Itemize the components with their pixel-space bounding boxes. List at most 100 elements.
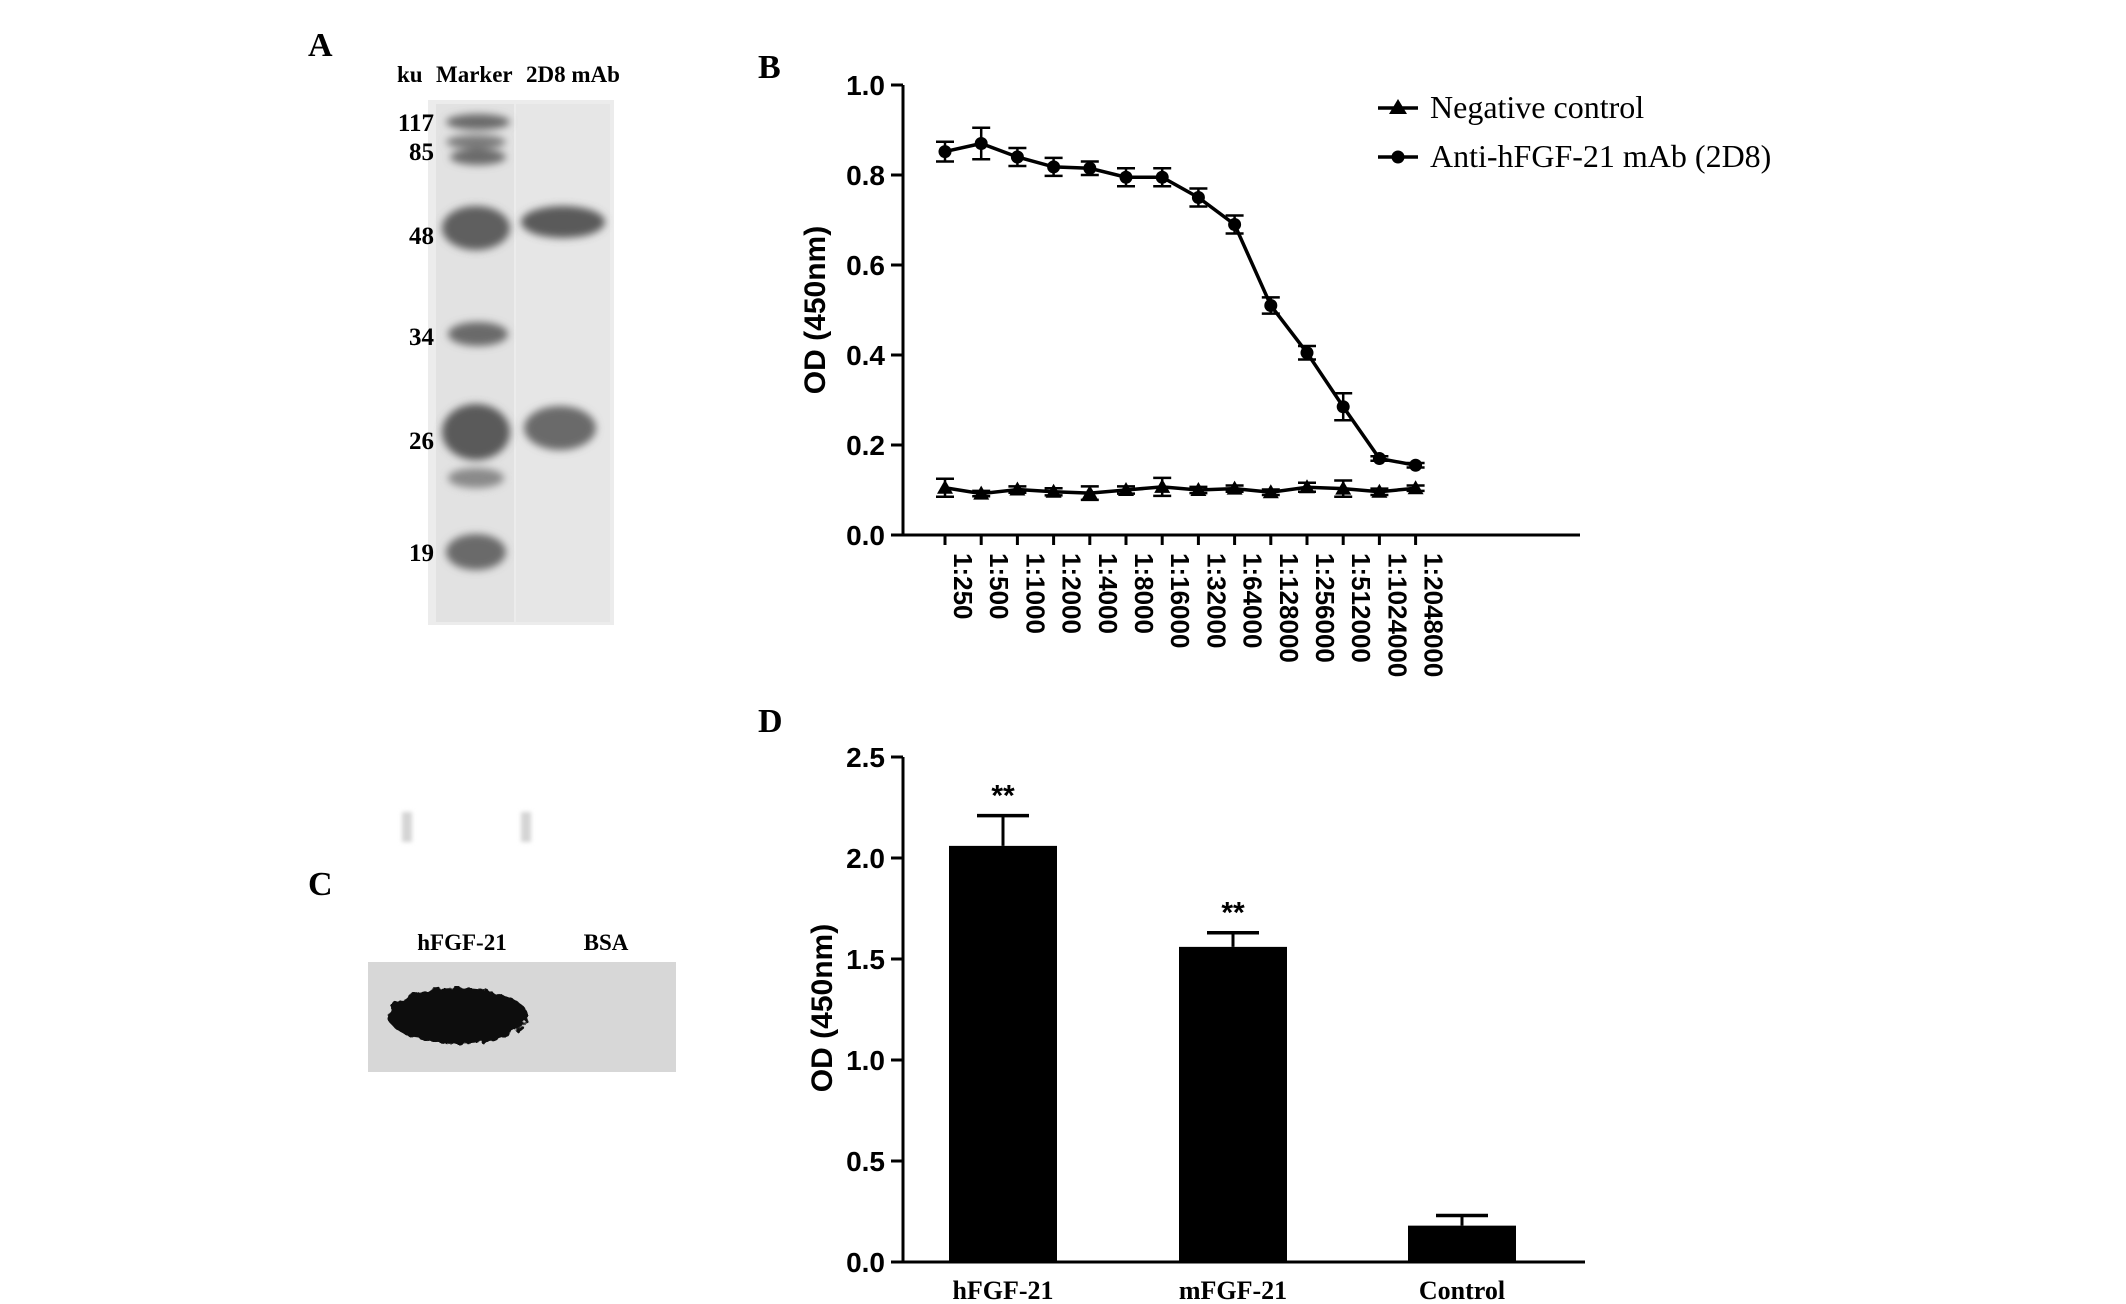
chart-d-x-tick-label: mFGF-21 [1179,1276,1287,1304]
marker-band-22 [448,468,504,488]
marker-band-26 [442,404,510,460]
chart-b-x-tick-label: 1:250 [948,553,978,620]
marker-size-label: 48 [409,223,434,250]
chart-b-point-triangle [1081,485,1098,500]
chart-b-x-tick-label: 1:256000 [1310,553,1340,663]
chart-b-point-circle [974,137,988,150]
chart-b-y-tick-label: 0.0 [846,520,885,551]
marker-size-labels: 117 85 48 34 26 19 [398,110,435,567]
chart-d-y-tick-label: 1.5 [846,944,885,975]
chart-b-legend-triangle [1389,99,1407,114]
panel-a-letter: A [308,27,333,64]
panel-a: A ku Marker 2D8 mAb 117 85 48 34 26 19 [308,27,620,842]
chart-b-series-line [944,485,1416,496]
chart-d-y-tick-label: 0.5 [846,1146,885,1177]
chart-b-x-tick-label: 1:128000 [1274,553,1304,663]
blot-band-hfgf21 [388,988,528,1044]
chart-d-y-tick-label: 0.0 [846,1247,885,1278]
chart-d-significance-label: ** [991,780,1015,813]
chart-b-plot: 0.00.20.40.60.81.0OD (450nm)1:250 1:500 1:… [799,70,1771,677]
gel-header-sample: 2D8 mAb [526,62,620,87]
chart-b-x-tick-label: 1:32000 [1201,553,1231,648]
chart-b-legend-circle [1391,150,1405,164]
chart-b-point-triangle [1226,480,1243,495]
marker-band-34 [448,322,508,346]
marker-size-label: 19 [409,540,434,567]
chart-d-y-tick-label: 2.0 [846,843,885,874]
gel-header-unit: ku [397,62,423,87]
chart-d-bar [949,845,1057,1262]
scan-artifact [521,812,531,842]
chart-b-point-triangle [1335,480,1352,495]
chart-b-point-triangle [973,485,990,500]
chart-b-y-tick-label: 1.0 [846,70,885,101]
chart-d-plot: 0.0 0.5 1.0 1.5 2.0 2.5 OD (450nm) ** hFGF-21 ** m… [806,742,1585,1304]
chart-b-point-circle [1010,150,1024,164]
chart-b-point-triangle [1154,478,1171,493]
chart-b-point-circle [1409,458,1423,472]
chart-b-point-circle [1119,170,1133,184]
panel-b: B 0.0 0.2 0.4 0.6 0.8 1.0 OD (450nm) 1:250 1:500… [758,49,1771,677]
gel-header-marker: Marker [436,62,513,87]
panel-b-letter: B [758,49,781,86]
chart-b-x-tick-label: 1:2048000 [1419,553,1449,677]
sample-band-heavy-chain [521,206,605,238]
chart-b-y-tick-label: 0.4 [846,340,885,371]
panel-c-letter: C [308,866,333,903]
chart-b-point-circle [1300,346,1314,360]
chart-b-point-circle [1228,218,1242,231]
chart-b-point-triangle [937,479,953,494]
chart-b-x-tick-label: 1:1024000 [1382,553,1412,677]
chart-b-point-circle [1155,170,1169,184]
chart-b-point-triangle [1190,482,1207,496]
chart-b-x-tick-label: 1:64000 [1238,553,1268,648]
chart-d-bar [1408,1225,1516,1262]
chart-d-bar [1179,946,1287,1262]
chart-b-y-tick-label: 0.2 [846,430,885,461]
gel-lane-sample [516,104,610,622]
chart-b-legend-label: Negative control [1430,89,1644,125]
chart-d-significance-label: ** [1221,897,1245,930]
chart-b-point-triangle [1045,483,1062,498]
marker-band-48 [442,206,510,250]
chart-b-point-triangle [1262,484,1279,499]
chart-b-y-tick-label: 0.6 [846,250,885,281]
marker-band-85a [446,135,506,149]
chart-b-point-triangle [1407,480,1424,495]
chart-b-point-circle [1372,452,1386,465]
blot-lane-label: hFGF-21 [417,930,506,955]
marker-size-label: 85 [409,139,434,166]
panel-d: D 0.0 0.5 1.0 1.5 2.0 2.5 OD (450nm) ** hFGF-21 *… [758,703,1585,1304]
chart-b-point-circle [1336,400,1350,414]
chart-b-point-triangle [1118,482,1134,496]
chart-b-point-triangle [1371,483,1388,498]
panel-d-letter: D [758,703,783,740]
marker-band-117 [446,114,510,130]
chart-b-point-triangle [1009,481,1026,496]
chart-d-x-tick-label: hFGF-21 [952,1276,1053,1304]
chart-b-point-triangle [1299,479,1315,494]
sample-band-light-chain [524,406,596,450]
chart-b-x-tick-label: 1:8000 [1129,553,1159,634]
marker-bands [442,114,510,570]
panel-c: C hFGF-21 BSA [308,866,676,1072]
chart-b-x-tick-label: 1:512000 [1346,553,1376,663]
chart-b-legend-label: Anti-hFGF-21 mAb (2D8) [1430,138,1771,174]
chart-b-point-circle [1047,160,1061,174]
marker-size-label: 117 [398,110,434,137]
chart-d-y-tick-label: 2.5 [846,742,885,773]
chart-b-point-circle [1264,299,1278,312]
sample-bands [521,206,605,450]
chart-b-point-circle [1191,191,1205,204]
chart-b-x-tick-label: 1:16000 [1165,553,1195,648]
chart-d-x-tick-label: Control [1419,1276,1505,1304]
blot-lane-label: BSA [584,930,629,955]
chart-b-point-circle [938,145,952,159]
marker-size-label: 34 [409,324,435,351]
scan-artifact [402,812,412,842]
chart-d-y-tick-label: 1.0 [846,1045,885,1076]
marker-band-19 [446,534,506,570]
marker-band-85b [450,149,506,165]
chart-b-x-tick-label: 1:1000 [1020,553,1050,634]
